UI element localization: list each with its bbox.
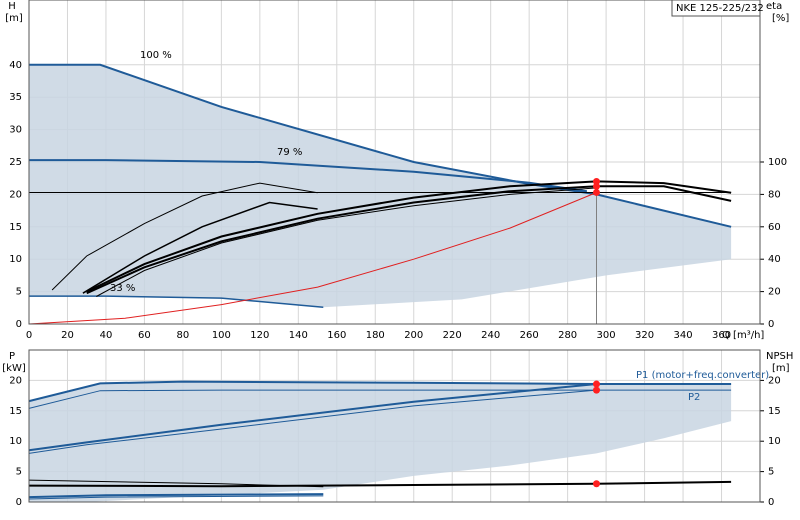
y2-tick-label: 20	[768, 287, 781, 298]
x-tick-label: 160	[327, 330, 346, 341]
x-tick-label: 120	[250, 330, 269, 341]
x-tick-label: 320	[635, 330, 654, 341]
y2-tick-label: 20	[768, 375, 781, 386]
x-tick-label: 20	[61, 330, 74, 341]
y-tick-label: 0	[16, 319, 22, 330]
curve	[82, 201, 318, 294]
x-tick-label: 0	[26, 330, 32, 341]
y-tick-label: 0	[16, 497, 22, 508]
x-tick-label: 100	[212, 330, 231, 341]
y2-tick-label: 100	[768, 157, 787, 168]
y-tick-label: 30	[9, 125, 22, 136]
x-tick-label: 340	[674, 330, 693, 341]
duty-point	[592, 188, 600, 196]
x-tick-label: 300	[597, 330, 616, 341]
curve	[28, 493, 324, 499]
plot-frame	[28, 349, 761, 503]
title-box	[671, 0, 761, 17]
curve	[28, 389, 597, 454]
curve	[28, 383, 597, 452]
y2-tick-label: 5	[768, 467, 774, 478]
curve	[96, 187, 597, 297]
duty-point	[592, 386, 600, 394]
chart-title: NKE 125-225/232	[676, 3, 764, 14]
y2-axis-label: eta	[766, 1, 782, 12]
curve-label: P1 (motor+freq.converter)	[636, 370, 769, 381]
curve	[28, 389, 732, 409]
y-tick-label: 10	[9, 254, 22, 265]
x-tick-label: 80	[177, 330, 190, 341]
duty-point	[592, 182, 600, 190]
x-tick-label: 360	[712, 330, 731, 341]
curve	[28, 495, 324, 500]
curve	[28, 479, 324, 488]
y-axis-unit: [kW]	[2, 363, 26, 374]
duty-point	[592, 380, 600, 388]
y2-axis-unit: [%]	[772, 13, 789, 24]
x-tick-label: 180	[366, 330, 385, 341]
x-tick-label: 60	[138, 330, 151, 341]
y-axis-label: H	[8, 1, 16, 12]
y2-tick-label: 80	[768, 189, 781, 200]
curve	[86, 180, 732, 293]
curve	[28, 480, 732, 488]
x-axis-label: Q [m³/h]	[722, 330, 764, 341]
curve-label: 79 %	[277, 147, 302, 158]
curve-label: 100 %	[140, 50, 172, 61]
y-tick-label: 15	[9, 222, 22, 233]
y-tick-label: 15	[9, 406, 22, 417]
y2-axis-unit: [m]	[772, 363, 790, 374]
plot-frame	[28, 0, 761, 325]
curve	[29, 295, 324, 308]
curve	[28, 192, 597, 325]
x-tick-label: 140	[289, 330, 308, 341]
duty-point	[592, 480, 600, 488]
x-tick-label: 200	[404, 330, 423, 341]
y-tick-label: 40	[9, 60, 22, 71]
y2-tick-label: 10	[768, 436, 781, 447]
curve-label: P2	[688, 392, 700, 403]
y-tick-label: 25	[9, 157, 22, 168]
duty-point	[592, 177, 600, 185]
y-axis-unit: [m]	[5, 13, 23, 24]
y-tick-label: 5	[16, 287, 22, 298]
x-tick-label: 220	[443, 330, 462, 341]
y2-tick-label: 0	[768, 319, 774, 330]
y-axis-label: P	[9, 351, 15, 362]
y-tick-label: 10	[9, 436, 22, 447]
y2-tick-label: 60	[768, 222, 781, 233]
y-tick-label: 5	[16, 467, 22, 478]
x-tick-label: 260	[520, 330, 539, 341]
curve	[86, 185, 732, 295]
x-tick-label: 40	[100, 330, 113, 341]
y-tick-label: 35	[9, 92, 22, 103]
y-tick-label: 20	[9, 189, 22, 200]
x-tick-label: 280	[558, 330, 577, 341]
y2-tick-label: 40	[768, 254, 781, 265]
y2-tick-label: 0	[768, 497, 774, 508]
curve-label: 33 %	[110, 283, 135, 294]
y-tick-label: 20	[9, 375, 22, 386]
operating-range	[29, 381, 732, 502]
y2-tick-label: 15	[768, 406, 781, 417]
y2-axis-label: NPSH	[766, 351, 793, 362]
curve	[51, 182, 318, 291]
curve	[28, 380, 732, 403]
x-tick-label: 240	[481, 330, 500, 341]
